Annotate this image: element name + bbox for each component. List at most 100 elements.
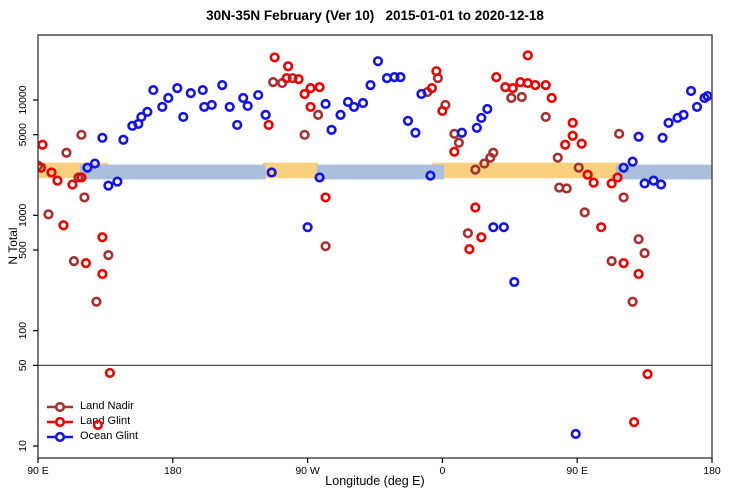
saturation-band-blue xyxy=(79,164,266,180)
data-point xyxy=(410,127,421,138)
data-point xyxy=(312,109,324,120)
data-point xyxy=(627,156,638,167)
data-point xyxy=(97,268,108,280)
x-axis-label: Longitude (deg E) xyxy=(325,474,425,488)
data-point xyxy=(554,182,565,193)
data-point xyxy=(456,127,467,138)
data-point xyxy=(103,180,114,191)
data-point xyxy=(97,132,108,143)
data-point xyxy=(89,158,101,169)
y-tick-label: 10000 xyxy=(17,85,29,114)
legend-item-land-nadir: Land Nadir xyxy=(46,399,138,414)
data-point xyxy=(560,139,571,150)
data-point xyxy=(112,176,123,187)
series-land-glint xyxy=(38,50,653,431)
data-point xyxy=(540,80,551,91)
data-point xyxy=(663,117,674,128)
data-point xyxy=(305,83,316,94)
data-point xyxy=(482,103,493,115)
series-ocean-glint xyxy=(82,56,712,440)
data-point xyxy=(479,158,490,169)
data-point xyxy=(633,268,644,280)
data-point xyxy=(476,232,487,243)
data-point xyxy=(79,192,90,203)
data-point xyxy=(507,83,518,94)
data-point xyxy=(157,101,168,113)
data-point xyxy=(588,177,599,188)
data-point xyxy=(197,84,208,96)
y-tick-label: 500 xyxy=(17,241,29,259)
data-point xyxy=(76,129,87,140)
data-point xyxy=(163,92,174,104)
data-point xyxy=(281,73,292,84)
data-point xyxy=(488,222,499,233)
data-point xyxy=(46,167,57,178)
data-point xyxy=(618,192,629,203)
x-tick-label: 90 E xyxy=(27,465,49,477)
y-tick-label: 50 xyxy=(17,359,29,371)
legend-marker-land-nadir xyxy=(47,401,73,412)
data-point xyxy=(498,222,509,233)
data-point xyxy=(97,232,108,243)
legend-label: Ocean Glint xyxy=(80,430,139,442)
data-point xyxy=(633,234,644,245)
data-point xyxy=(80,258,92,269)
data-point xyxy=(38,162,47,173)
y-tick-label: 10 xyxy=(17,440,29,452)
data-point xyxy=(618,258,629,269)
data-point xyxy=(287,73,298,84)
y-tick-label: 100 xyxy=(17,322,29,340)
data-point xyxy=(552,152,563,163)
data-point xyxy=(431,66,442,77)
data-point xyxy=(357,97,369,109)
data-point xyxy=(199,101,210,113)
data-point xyxy=(395,72,406,83)
data-point xyxy=(648,175,659,186)
data-point xyxy=(283,61,294,72)
data-point xyxy=(470,164,481,175)
x-tick-label: 180 xyxy=(164,465,182,477)
data-point xyxy=(348,101,360,113)
data-point xyxy=(437,105,448,117)
data-point xyxy=(266,167,277,178)
data-point xyxy=(320,98,331,110)
legend-marker-ocean-glint xyxy=(47,431,73,442)
data-point xyxy=(546,92,557,104)
data-point xyxy=(389,72,400,83)
data-point xyxy=(416,88,427,100)
data-point xyxy=(305,101,316,113)
data-point xyxy=(639,248,650,259)
data-point xyxy=(52,175,63,186)
data-point xyxy=(365,80,376,91)
data-point xyxy=(426,83,438,94)
data-point xyxy=(68,255,80,267)
data-point xyxy=(449,146,460,157)
data-point xyxy=(58,220,69,231)
data-point xyxy=(142,106,153,117)
data-point xyxy=(579,207,590,218)
data-point xyxy=(530,80,541,91)
data-point xyxy=(43,209,54,220)
data-point xyxy=(299,88,310,100)
data-point xyxy=(82,162,93,173)
y-tick-label: 5000 xyxy=(17,123,29,147)
data-point xyxy=(506,92,517,104)
data-point xyxy=(185,87,196,99)
data-point xyxy=(38,139,48,150)
data-point xyxy=(232,119,243,131)
data-point xyxy=(253,89,264,101)
data-point xyxy=(576,138,587,149)
data-point xyxy=(425,170,436,181)
data-point xyxy=(633,131,644,142)
data-point xyxy=(76,172,87,183)
data-point xyxy=(320,192,331,203)
legend-marker-land-glint xyxy=(47,416,73,427)
data-point xyxy=(540,111,551,123)
data-point xyxy=(269,52,280,63)
data-point xyxy=(516,91,527,103)
data-point xyxy=(263,119,274,131)
saturation-band-orange xyxy=(431,162,624,179)
data-point xyxy=(685,85,697,97)
data-point xyxy=(293,74,304,85)
